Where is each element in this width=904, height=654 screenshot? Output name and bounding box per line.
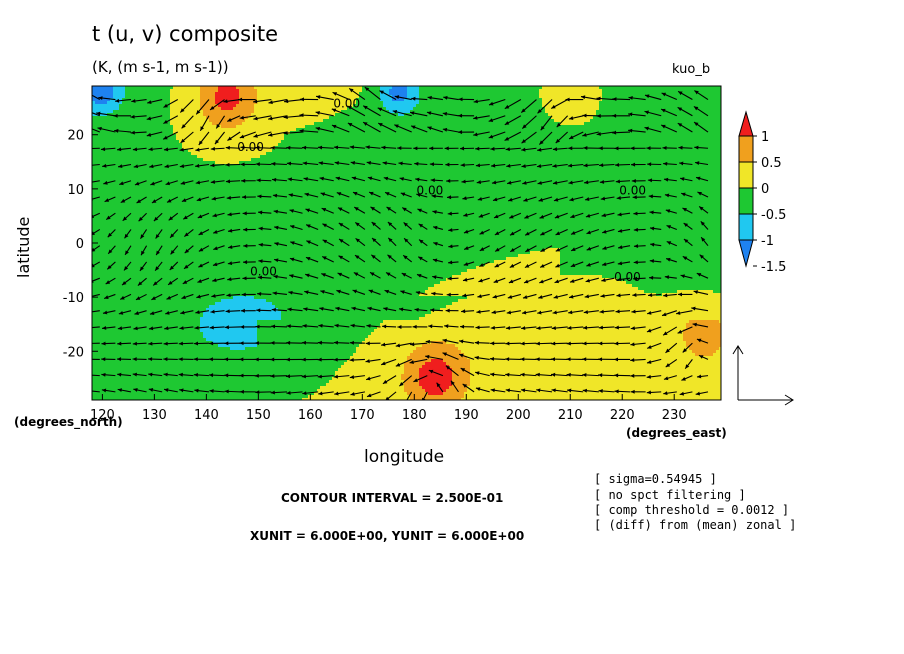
y-unit-label: (degrees_north) [14, 415, 123, 429]
colorbar-label: 0 [761, 182, 769, 197]
wind-arrowhead [85, 373, 89, 377]
colorbar-segment [739, 188, 753, 214]
colorbar-label: -1 [761, 234, 774, 249]
vector-units: XUNIT = 6.000E+00, YUNIT = 6.000E+00 [250, 529, 524, 543]
x-tick-label: 170 [350, 408, 375, 423]
x-tick-label: 140 [194, 408, 219, 423]
chart-units: (K, (m s-1, m s-1)) [92, 58, 229, 76]
x-unit-label: (degrees_east) [626, 426, 727, 440]
colorbar-top-arrow [739, 112, 753, 136]
contour-label: 0.00 [250, 264, 277, 278]
wind-arrowhead [86, 389, 90, 393]
colorbar-label: -1.5 [761, 260, 786, 275]
info-diff: [ (diff) from (mean) zonal ] [594, 518, 796, 532]
x-tick-label: 130 [142, 408, 167, 423]
wind-arrowhead [87, 180, 91, 184]
y-tick-label: 20 [67, 129, 84, 144]
contour-label: 0.00 [614, 270, 641, 284]
x-tick-label: 190 [454, 408, 479, 423]
x-tick-label: 180 [402, 408, 427, 423]
y-tick-label: 10 [67, 183, 84, 198]
chart-title: t (u, v) composite [92, 22, 278, 46]
colorbar-label: 1 [761, 130, 769, 145]
x-tick-label: 160 [298, 408, 323, 423]
x-tick-label: 220 [610, 408, 635, 423]
colorbar-segment [739, 214, 753, 240]
wind-arrowhead [81, 108, 85, 112]
x-tick-label: 150 [246, 408, 271, 423]
y-tick-label: 0 [76, 237, 84, 252]
x-tick-label: 200 [506, 408, 531, 423]
contour-interval: CONTOUR INTERVAL = 2.500E-01 [281, 491, 503, 505]
wind-arrowhead [85, 357, 89, 361]
x-tick-label: 230 [662, 408, 687, 423]
info-threshold: [ comp threshold = 0.0012 ] [594, 503, 789, 517]
wind-arrowhead [86, 163, 90, 167]
y-tick-label: -10 [63, 291, 84, 306]
wind-arrowhead [87, 310, 91, 314]
colorbar-segment [739, 136, 753, 162]
wind-arrowhead [85, 147, 89, 151]
wind-arrowhead [83, 90, 87, 94]
shaded-field [92, 86, 723, 402]
wind-arrowhead [82, 124, 86, 128]
x-tick-label: 210 [558, 408, 583, 423]
x-axis-label: longitude [364, 447, 444, 467]
contour-label: 0.00 [333, 97, 360, 111]
colorbar-segment [739, 162, 753, 188]
wind-arrowhead [86, 341, 90, 345]
colorbar-label: -0.5 [761, 208, 786, 223]
colorbar-label: 0.5 [761, 156, 782, 171]
info-filtering: [ no spct filtering ] [594, 488, 746, 502]
y-tick-label: -20 [63, 345, 84, 360]
colorbar-bottom-arrow [739, 240, 753, 266]
contour-label: 0.00 [237, 140, 264, 154]
colorbar: 1 0.5 0 -0.5 -1 -1.5 [739, 112, 786, 275]
run-tag: kuo_b [672, 62, 710, 77]
info-sigma: [ sigma=0.54945 ] [594, 472, 717, 486]
y-axis-label: latitude [14, 217, 33, 278]
reference-vector [733, 346, 793, 405]
wind-arrowhead [86, 326, 90, 330]
contour-label: 0.00 [619, 183, 646, 197]
contour-label: 0.00 [417, 183, 444, 197]
